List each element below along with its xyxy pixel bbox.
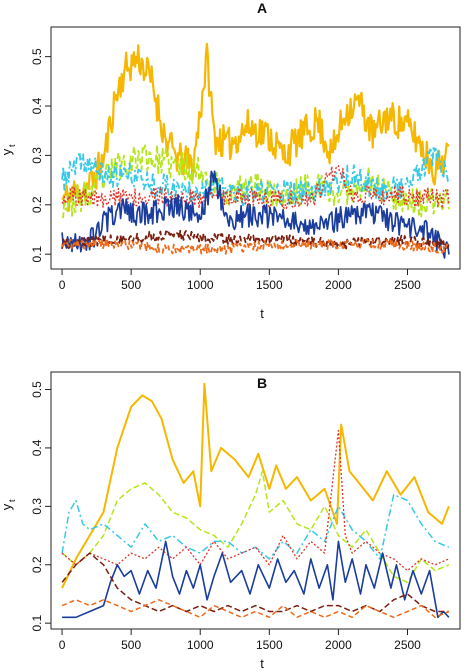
panel-b-y-axis-label: y t xyxy=(0,499,17,510)
panel-a-x-axis-label: t xyxy=(260,306,264,321)
panel-a-y-axis-label-sub: t xyxy=(7,144,17,147)
panel-a-title: A xyxy=(257,0,267,16)
panel-a-series-line-6 xyxy=(61,229,450,250)
panel-a-y-tick-label: 0.3 xyxy=(30,147,44,164)
panel-a-axes: 0 500 1000 1500 2000 2500 0.1 0.2 0.3 0.4 0.5 xyxy=(30,48,421,292)
panel-b-series-group xyxy=(61,382,450,619)
panel-b-title: B xyxy=(257,375,267,391)
panel-b-y-tick-label: 0.4 xyxy=(30,439,44,456)
panel-b-y-axis-label-main: y xyxy=(0,503,14,510)
panel-b-x-tick-label: 2000 xyxy=(325,638,352,652)
panel-b-x-tick-label: 2500 xyxy=(394,638,421,652)
panel-a-x-tick-label: 1000 xyxy=(187,278,214,292)
panel-a-plot-frame xyxy=(50,26,461,270)
panel-a-y-tick-label: 0.1 xyxy=(30,246,44,263)
panel-b-y-tick-label: 0.3 xyxy=(30,498,44,515)
panel-a-series-line-4 xyxy=(61,165,450,211)
panel-b-x-tick-label: 1500 xyxy=(256,638,283,652)
panel-a-series-line-5 xyxy=(61,170,450,259)
panel-b-y-tick-label: 0.5 xyxy=(30,381,44,398)
panel-b-x-tick-label: 1000 xyxy=(187,638,214,652)
panel-a-y-tick-label: 0.2 xyxy=(30,196,44,213)
panel-b-series-line-1 xyxy=(61,382,450,589)
panel-a-y-axis-label-main: y xyxy=(0,148,14,155)
panel-b-plot-frame xyxy=(50,371,461,630)
panel-a-y-tick-label: 0.4 xyxy=(30,97,44,114)
panel-a-x-tick-label: 0 xyxy=(59,278,66,292)
panel-b-y-axis-label-sub: t xyxy=(7,499,17,502)
panel-a-x-tick-label: 1500 xyxy=(256,278,283,292)
panel-b-series-line-2 xyxy=(61,470,450,584)
panel-a-x-tick-label: 500 xyxy=(121,278,141,292)
panel-b-series-line-4 xyxy=(61,429,450,572)
panel-b-series-line-6 xyxy=(61,552,449,613)
panel-b-axes: 0 500 1000 1500 2000 2500 0.1 0.2 0.3 0.4 0.5 xyxy=(30,381,421,652)
panel-a-x-tick-label: 2500 xyxy=(394,278,421,292)
panel-a-series-line-7 xyxy=(61,238,450,255)
panel-a-y-axis-label: y t xyxy=(0,144,17,155)
panel-a-series-line-2 xyxy=(61,144,450,219)
panel-a-x-tick-label: 2000 xyxy=(325,278,352,292)
panel-a-y-tick-label: 0.5 xyxy=(30,48,44,65)
panel-b-series-line-3 xyxy=(61,493,450,560)
panel-b-x-tick-label: 500 xyxy=(121,638,141,652)
panel-a-series-line-1 xyxy=(61,42,450,212)
panel-b-y-tick-label: 0.1 xyxy=(30,614,44,631)
panel-b-y-tick-label: 0.2 xyxy=(30,556,44,573)
panel-b-series-line-7 xyxy=(61,599,450,619)
panel-b-x-axis-label: t xyxy=(260,656,264,671)
panel-a-series-group xyxy=(61,42,450,259)
panel-b-series-line-5 xyxy=(62,540,450,619)
panel-b-x-tick-label: 0 xyxy=(59,638,66,652)
